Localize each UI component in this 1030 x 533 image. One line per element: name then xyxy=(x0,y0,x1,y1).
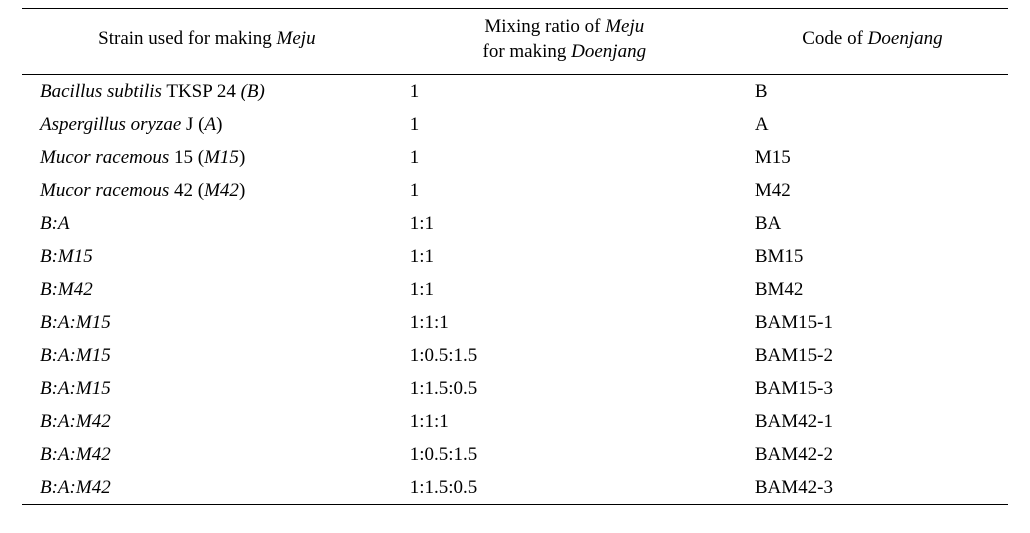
strain-tail: ) xyxy=(216,114,222,135)
cell-ratio: 1 xyxy=(392,108,737,141)
cell-code: BAM42-2 xyxy=(737,438,1008,471)
table-row: B:A:M42 1:1.5:0.5BAM42-3 xyxy=(22,471,1008,505)
cell-strain: Bacillus subtilis TKSP 24 (B) xyxy=(22,75,392,109)
cell-strain: B:A:M15 xyxy=(22,306,392,339)
cell-strain: B:M42 xyxy=(22,273,392,306)
strain-mid: TKSP 24 xyxy=(162,81,241,102)
strain-italic: Mucor racemous xyxy=(40,180,169,201)
cell-code: BM15 xyxy=(737,240,1008,273)
col-header-ratio: Mixing ratio of Meju for making Doenjang xyxy=(392,9,737,75)
cell-ratio: 1:1 xyxy=(392,207,737,240)
cell-strain: B:M15 xyxy=(22,240,392,273)
strain-mid: J ( xyxy=(181,114,204,135)
cell-strain: B:A xyxy=(22,207,392,240)
cell-strain: B:A:M42 xyxy=(22,405,392,438)
col2-line1-italic: Meju xyxy=(605,16,644,37)
cell-code: BAM42-3 xyxy=(737,471,1008,505)
strain-italic: B:A:M15 xyxy=(40,378,111,399)
cell-code: BAM15-3 xyxy=(737,372,1008,405)
cell-code: BM42 xyxy=(737,273,1008,306)
cell-ratio: 1:1 xyxy=(392,240,737,273)
table-row: B:A:M15 1:0.5:1.5BAM15-2 xyxy=(22,339,1008,372)
table-row: Bacillus subtilis TKSP 24 (B)1B xyxy=(22,75,1008,109)
strain-italic: B:A:M15 xyxy=(40,312,111,333)
col1-text: Strain used for making xyxy=(98,28,276,49)
strain-mid: 42 ( xyxy=(169,180,204,201)
strain-italic: B:A:M42 xyxy=(40,411,111,432)
col2-line2-text: for making xyxy=(483,41,572,62)
table-row: B:A 1:1BA xyxy=(22,207,1008,240)
cell-code: BA xyxy=(737,207,1008,240)
col3-italic: Doenjang xyxy=(868,28,943,49)
col1-italic: Meju xyxy=(277,28,316,49)
strain-italic: Aspergillus oryzae xyxy=(40,114,181,135)
strain-suffix-italic: M15 xyxy=(204,147,239,168)
cell-code: B xyxy=(737,75,1008,109)
strain-italic: B:M15 xyxy=(40,246,93,267)
table-row: B:A:M15 1:1:1BAM15-1 xyxy=(22,306,1008,339)
cell-ratio: 1 xyxy=(392,174,737,207)
cell-strain: Aspergillus oryzae J (A) xyxy=(22,108,392,141)
strain-mid: 15 ( xyxy=(169,147,204,168)
cell-code: BAM15-1 xyxy=(737,306,1008,339)
table-row: B:A:M42 1:0.5:1.5BAM42-2 xyxy=(22,438,1008,471)
strain-italic: B:A:M42 xyxy=(40,477,111,498)
strain-suffix-italic: A xyxy=(205,114,217,135)
strain-italic: B:M42 xyxy=(40,279,93,300)
strain-suffix-italic: M42 xyxy=(204,180,239,201)
strain-italic: Mucor racemous xyxy=(40,147,169,168)
col-header-code: Code of Doenjang xyxy=(737,9,1008,75)
table-row: B:M42 1:1BM42 xyxy=(22,273,1008,306)
cell-code: BAM15-2 xyxy=(737,339,1008,372)
cell-strain: Mucor racemous 42 (M42) xyxy=(22,174,392,207)
table-row: Mucor racemous 15 (M15)1M15 xyxy=(22,141,1008,174)
col2-line2-italic: Doenjang xyxy=(571,41,646,62)
cell-strain: B:A:M15 xyxy=(22,372,392,405)
table-body: Bacillus subtilis TKSP 24 (B)1BAspergill… xyxy=(22,75,1008,505)
strain-tail: ) xyxy=(239,180,245,201)
cell-ratio: 1:1:1 xyxy=(392,405,737,438)
cell-strain: B:A:M42 xyxy=(22,438,392,471)
cell-ratio: 1 xyxy=(392,141,737,174)
table-row: B:A:M15 1:1.5:0.5BAM15-3 xyxy=(22,372,1008,405)
cell-ratio: 1 xyxy=(392,75,737,109)
table-row: B:M15 1:1BM15 xyxy=(22,240,1008,273)
cell-code: M42 xyxy=(737,174,1008,207)
col2-line1-text: Mixing ratio of xyxy=(484,16,605,37)
strain-italic: B:A:M15 xyxy=(40,345,111,366)
table-row: B:A:M42 1:1:1BAM42-1 xyxy=(22,405,1008,438)
cell-ratio: 1:1.5:0.5 xyxy=(392,471,737,505)
col-header-strain: Strain used for making Meju xyxy=(22,9,392,75)
col3-text: Code of xyxy=(802,28,867,49)
strain-italic: Bacillus subtilis xyxy=(40,81,162,102)
doenjang-table: Strain used for making Meju Mixing ratio… xyxy=(22,8,1008,505)
table-head: Strain used for making Meju Mixing ratio… xyxy=(22,9,1008,75)
strain-suffix-italic: (B) xyxy=(241,81,265,102)
cell-ratio: 1:1:1 xyxy=(392,306,737,339)
cell-strain: B:A:M15 xyxy=(22,339,392,372)
cell-strain: Mucor racemous 15 (M15) xyxy=(22,141,392,174)
page: Strain used for making Meju Mixing ratio… xyxy=(0,0,1030,533)
strain-italic: B:A xyxy=(40,213,70,234)
cell-ratio: 1:0.5:1.5 xyxy=(392,339,737,372)
cell-code: BAM42-1 xyxy=(737,405,1008,438)
cell-code: A xyxy=(737,108,1008,141)
strain-tail: ) xyxy=(239,147,245,168)
cell-code: M15 xyxy=(737,141,1008,174)
strain-italic: B:A:M42 xyxy=(40,444,111,465)
table-row: Aspergillus oryzae J (A)1A xyxy=(22,108,1008,141)
cell-ratio: 1:1 xyxy=(392,273,737,306)
cell-strain: B:A:M42 xyxy=(22,471,392,505)
table-row: Mucor racemous 42 (M42)1M42 xyxy=(22,174,1008,207)
cell-ratio: 1:1.5:0.5 xyxy=(392,372,737,405)
cell-ratio: 1:0.5:1.5 xyxy=(392,438,737,471)
